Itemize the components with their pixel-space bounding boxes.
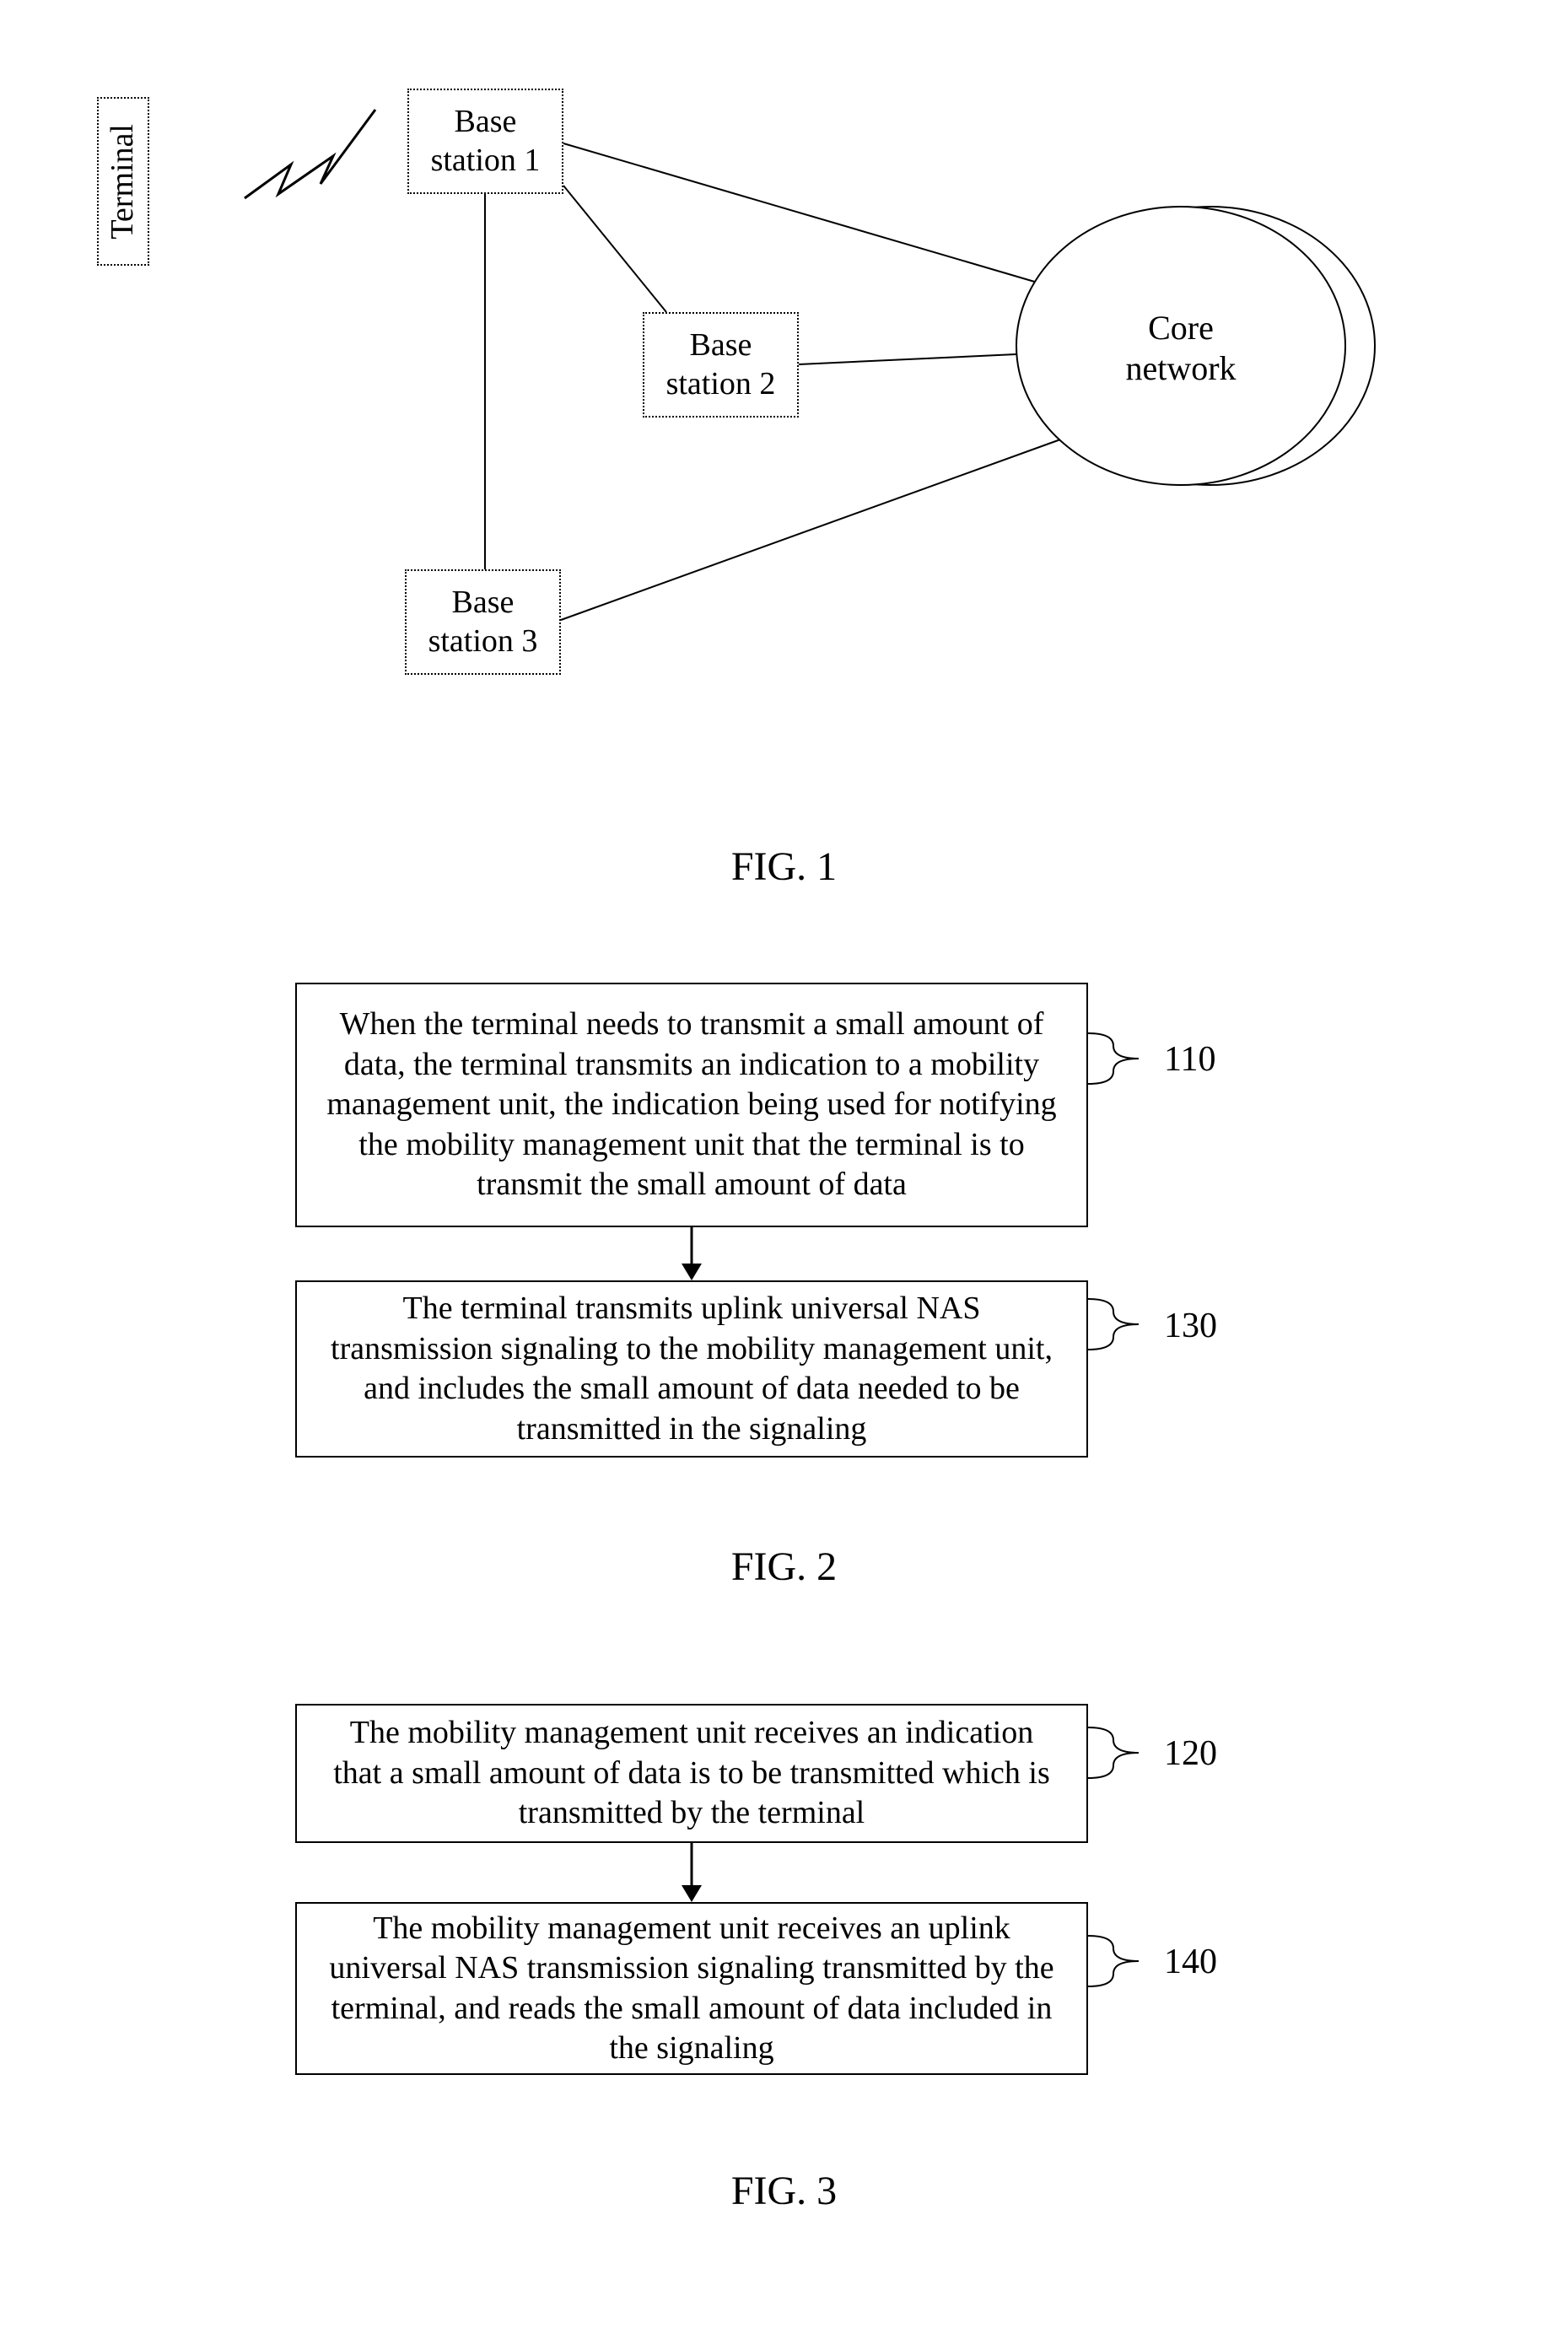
- fig3-label: FIG. 3: [0, 2168, 1568, 2214]
- fig2-box-130: The terminal transmits uplink universal …: [295, 1280, 1088, 1458]
- fig2-box-110: When the terminal needs to transmit a sm…: [295, 983, 1088, 1227]
- bs2-label: Base station 2: [666, 326, 776, 403]
- fig2-box-110-text: When the terminal needs to transmit a sm…: [322, 1005, 1061, 1205]
- bs3-node: Base station 3: [405, 569, 561, 675]
- fig3-arrow-svg: [0, 1843, 1568, 1910]
- fig3-arrow-head: [682, 1885, 702, 1902]
- fig3-box-120: The mobility management unit receives an…: [295, 1704, 1088, 1843]
- wireless-signal-icon: [245, 110, 375, 198]
- terminal-label: Terminal: [104, 124, 143, 240]
- fig1-label: FIG. 1: [0, 843, 1568, 890]
- edge-bs2-core: [799, 354, 1016, 364]
- fig2-label-110: 110: [1164, 1039, 1215, 1080]
- fig2-label: FIG. 2: [0, 1544, 1568, 1590]
- fig2-label-130: 130: [1164, 1306, 1217, 1346]
- edge-bs1-bs2: [563, 186, 666, 312]
- bs3-label: Base station 3: [428, 584, 538, 660]
- fig2-box-130-text: The terminal transmits uplink universal …: [322, 1289, 1061, 1449]
- fig2-arrow-head: [682, 1264, 702, 1280]
- fig3-box-140-text: The mobility management unit receives an…: [322, 1909, 1061, 2069]
- fig3-brace-120: [1088, 1727, 1139, 1778]
- fig3-box-140: The mobility management unit receives an…: [295, 1902, 1088, 2075]
- bs1-node: Base station 1: [407, 89, 563, 194]
- fig3-brace-140: [1088, 1936, 1139, 1986]
- core-label: Core network: [1101, 308, 1261, 389]
- edge-bs3-core: [561, 439, 1063, 620]
- edge-bs1-core: [563, 143, 1037, 283]
- bs2-node: Base station 2: [643, 312, 799, 418]
- fig2-brace-130: [1088, 1299, 1139, 1350]
- bs1-label: Base station 1: [431, 103, 541, 180]
- fig2-brace-110: [1088, 1033, 1139, 1084]
- fig3-label-120: 120: [1164, 1733, 1217, 1774]
- fig3-box-120-text: The mobility management unit receives an…: [322, 1713, 1061, 1834]
- fig3-label-140: 140: [1164, 1942, 1217, 1982]
- terminal-node: Terminal: [97, 97, 149, 266]
